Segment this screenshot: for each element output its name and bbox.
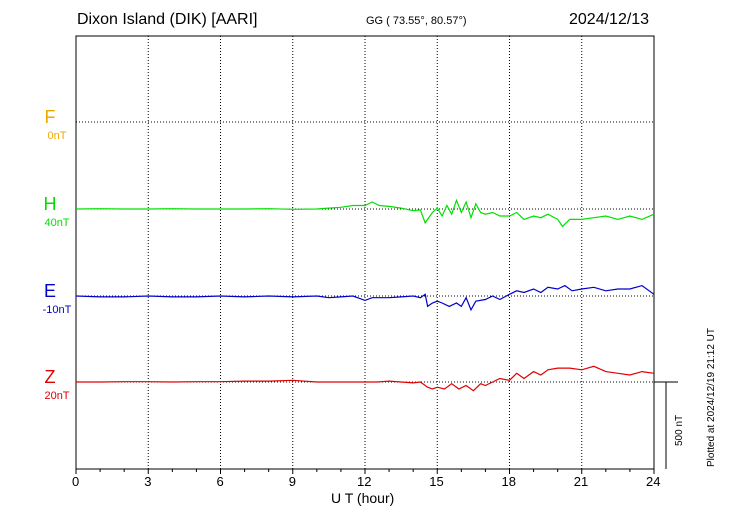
x-axis-ticks (75, 469, 655, 474)
traces (75, 198, 655, 392)
x-tick-label: 24 (646, 474, 661, 489)
date-label: 2024/12/13 (569, 11, 650, 28)
plotted-note: Plotted at 2024/12/19 21:12 UT (706, 328, 717, 467)
channel-z-label: Z (44, 367, 56, 387)
x-tick-label: 0 (72, 474, 80, 489)
x-tick-label: 12 (357, 474, 372, 489)
channel-e-label: E (43, 281, 56, 301)
x-tick-label: 15 (429, 474, 444, 489)
x-tick-label: 3 (144, 474, 152, 489)
scale-bar (654, 381, 678, 469)
scale-bar-label: 500 nT (674, 414, 685, 446)
channel-e-baseline: -10nT (42, 304, 72, 316)
trace-H (75, 198, 655, 228)
channel-h-baseline: 40nT (44, 217, 70, 229)
x-axis-label: U T (hour) (331, 490, 395, 506)
x-tick-label: 18 (501, 474, 516, 489)
coordinates-label: GG ( 73.55°, 80.57°) (366, 15, 467, 27)
station-title: Dixon Island (DIK) [AARI] (77, 11, 258, 28)
x-tick-label: 21 (573, 474, 589, 489)
channel-z-baseline: 20nT (44, 390, 70, 402)
channel-f-label: F (44, 107, 56, 127)
vertical-grid (147, 36, 583, 469)
trace-Z (76, 365, 655, 392)
channel-f-baseline: 0nT (47, 130, 67, 142)
channel-h-label: H (43, 194, 57, 214)
trace-E (75, 284, 655, 312)
x-tick-label: 6 (216, 474, 224, 489)
x-tick-label: 9 (288, 474, 296, 489)
